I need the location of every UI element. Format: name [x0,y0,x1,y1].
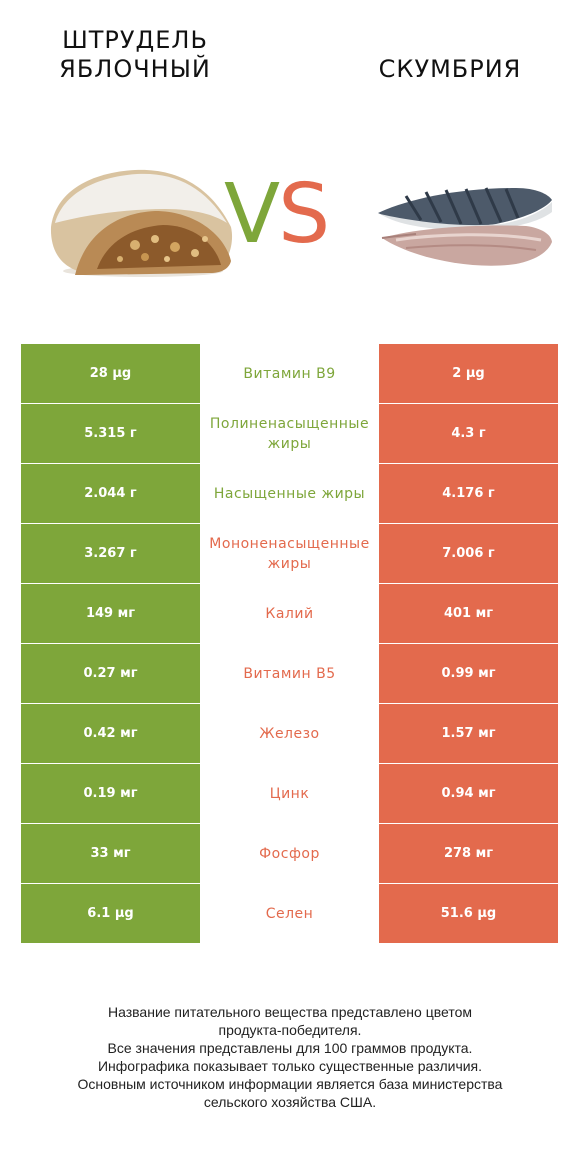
right-value: 7.006 г [379,524,558,583]
table-row: 5.315 г Полиненасыщенные жиры 4.3 г [21,404,558,464]
right-value: 1.57 мг [379,704,558,763]
nutrient-label: Цинк [269,785,310,802]
nutrient-name: Калий [200,584,379,643]
right-value: 278 мг [379,824,558,883]
left-value: 6.1 µg [21,884,200,943]
nutrient-name: Фосфор [200,824,379,883]
left-value: 0.27 мг [21,644,200,703]
right-value: 51.6 µg [379,884,558,943]
row-divider [21,463,558,464]
nutrient-name: Насыщенные жиры [200,464,379,523]
vs-label: VS [224,170,354,260]
table-row: 3.267 г Мононенасыщенные жиры 7.006 г [21,524,558,584]
strudel-image [50,169,233,277]
right-value: 4.3 г [379,404,558,463]
row-divider [21,403,558,404]
table-row: 0.42 мг Железо 1.57 мг [21,704,558,764]
row-divider [21,523,558,524]
left-value: 0.19 мг [21,764,200,823]
right-value: 0.99 мг [379,644,558,703]
row-divider [21,583,558,584]
right-value: 2 µg [379,344,558,403]
vs-v-letter: V [224,167,280,262]
nutrient-label: Насыщенные жиры [213,485,366,502]
footer-line: Инфографика показывает только существенн… [97,1058,483,1074]
nutrient-name: Витамин B9 [200,344,379,403]
row-divider [21,943,558,944]
row-divider [21,823,558,824]
left-value: 33 мг [21,824,200,883]
left-value: 5.315 г [21,404,200,463]
table-row: 33 мг Фосфор 278 мг [21,824,558,884]
row-divider [21,643,558,644]
left-value: 3.267 г [21,524,200,583]
footer-line: продукта-победителя. [218,1022,362,1038]
nutrient-name: Витамин B5 [200,644,379,703]
nutrient-name: Мононенасыщенные жиры [200,524,379,583]
left-food-title: ШТРУДЕЛЬ ЯБЛОЧНЫЙ [50,26,220,84]
left-value: 149 мг [21,584,200,643]
footer-line: сельского хозяйства США. [203,1094,377,1110]
right-food-title: СКУМБРИЯ [378,55,522,83]
table-row: 0.19 мг Цинк 0.94 мг [21,764,558,824]
right-value: 401 мг [379,584,558,643]
footer-notes: Название питательного вещества представл… [20,1003,560,1111]
nutrient-label: Витамин B5 [243,665,336,682]
table-row: 6.1 µg Селен 51.6 µg [21,884,558,944]
left-value: 0.42 мг [21,704,200,763]
row-divider [21,763,558,764]
nutrient-label: Селен [265,905,314,922]
footer-line: Основным источником информации является … [77,1076,503,1092]
nutrient-label: Витамин B9 [243,365,336,382]
footer-line: Все значения представлены для 100 граммо… [107,1040,473,1056]
left-value: 28 µg [21,344,200,403]
nutrient-label: Железо [259,725,320,742]
comparison-table: 28 µg Витамин B9 2 µg 5.315 г Полиненасыщенн… [21,344,558,944]
nutrient-name: Полиненасыщенные жиры [200,404,379,463]
left-food-title-line1: ШТРУДЕЛЬ [62,26,208,54]
left-food-title-line2: ЯБЛОЧНЫЙ [59,55,211,83]
table-row: 2.044 г Насыщенные жиры 4.176 г [21,464,558,524]
nutrient-label: Полиненасыщенные жиры [209,415,370,452]
right-value: 0.94 мг [379,764,558,823]
nutrient-label: Калий [265,605,314,622]
table-row: 0.27 мг Витамин B5 0.99 мг [21,644,558,704]
table-row: 28 µg Витамин B9 2 µg [21,344,558,404]
nutrient-label: Мононенасыщенные жиры [209,535,370,572]
footer-line: Название питательного вещества представл… [107,1004,473,1020]
left-value: 2.044 г [21,464,200,523]
nutrient-name: Цинк [200,764,379,823]
row-divider [21,703,558,704]
vs-s-letter: S [278,167,330,262]
nutrient-label: Фосфор [259,845,320,862]
nutrient-name: Железо [200,704,379,763]
right-value: 4.176 г [379,464,558,523]
nutrient-name: Селен [200,884,379,943]
row-divider [21,883,558,884]
mackerel-image [378,187,552,266]
table-row: 149 мг Калий 401 мг [21,584,558,644]
